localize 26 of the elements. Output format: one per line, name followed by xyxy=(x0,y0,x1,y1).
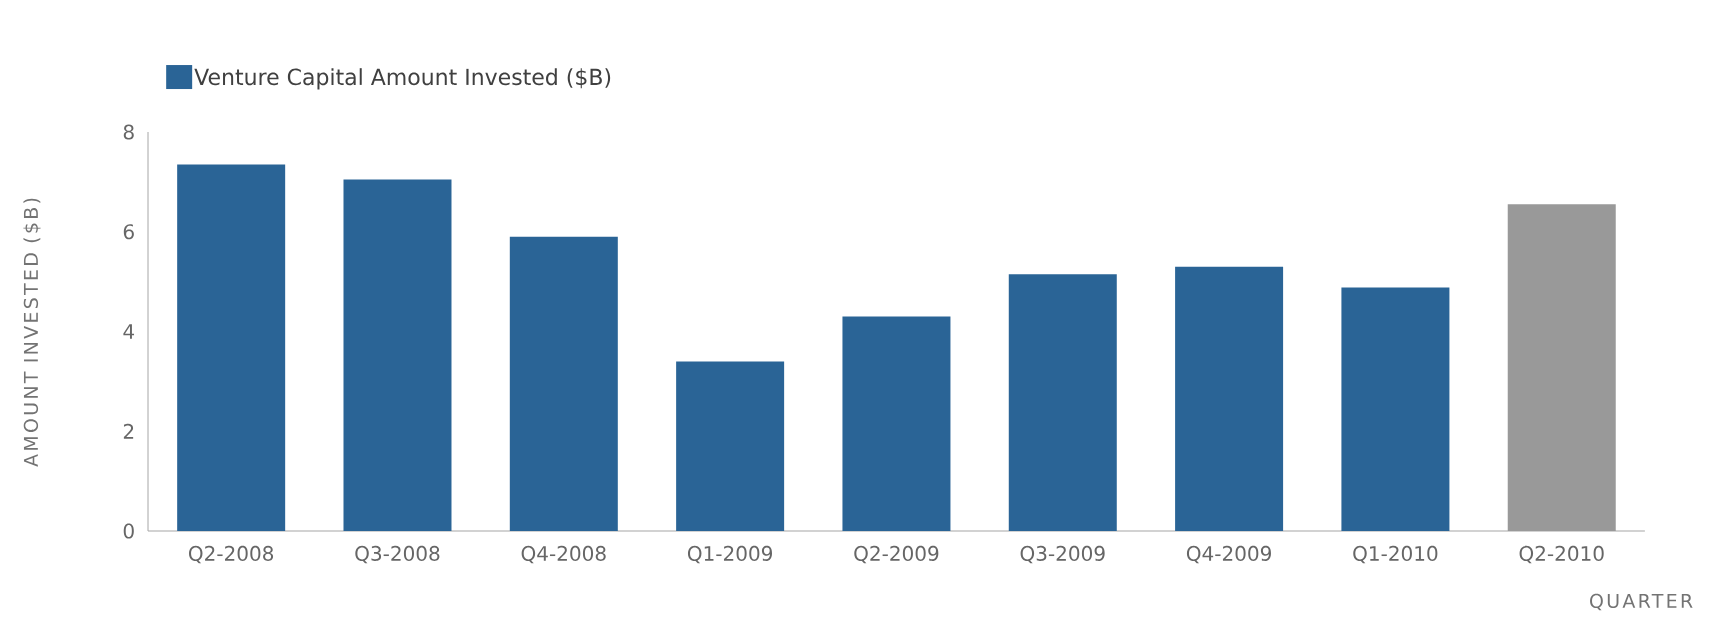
bar xyxy=(177,164,286,531)
bar xyxy=(842,316,951,531)
bar xyxy=(676,361,785,531)
y-tick-label: 6 xyxy=(123,224,134,240)
y-tick-label: 8 xyxy=(123,124,134,140)
y-axis-title: AMOUNT INVESTED ($B) xyxy=(23,198,41,467)
bar xyxy=(1175,266,1284,531)
x-tick-label: Q2-2010 xyxy=(1519,545,1604,564)
x-tick-label: Q1-2009 xyxy=(687,545,772,564)
x-tick-label: Q3-2009 xyxy=(1020,545,1105,564)
x-axis-title: QUARTER xyxy=(1590,593,1693,611)
bar xyxy=(343,179,452,531)
y-tick-label: 4 xyxy=(123,324,135,339)
x-tick-label: Q2-2009 xyxy=(854,545,939,564)
x-tick-label: Q3-2008 xyxy=(355,545,440,564)
bar xyxy=(509,236,618,531)
x-tick-label: Q4-2009 xyxy=(1186,545,1271,564)
y-tick-label: 2 xyxy=(123,423,134,439)
legend-label: Venture Capital Amount Invested ($B) xyxy=(194,68,611,90)
bar xyxy=(1507,204,1616,531)
bar xyxy=(1341,287,1450,531)
x-tick-label: Q1-2010 xyxy=(1353,545,1438,564)
x-tick-label: Q2-2008 xyxy=(189,545,274,564)
y-tick-label: 0 xyxy=(123,523,134,539)
bar xyxy=(1008,274,1117,531)
x-tick-label: Q4-2008 xyxy=(521,545,606,564)
